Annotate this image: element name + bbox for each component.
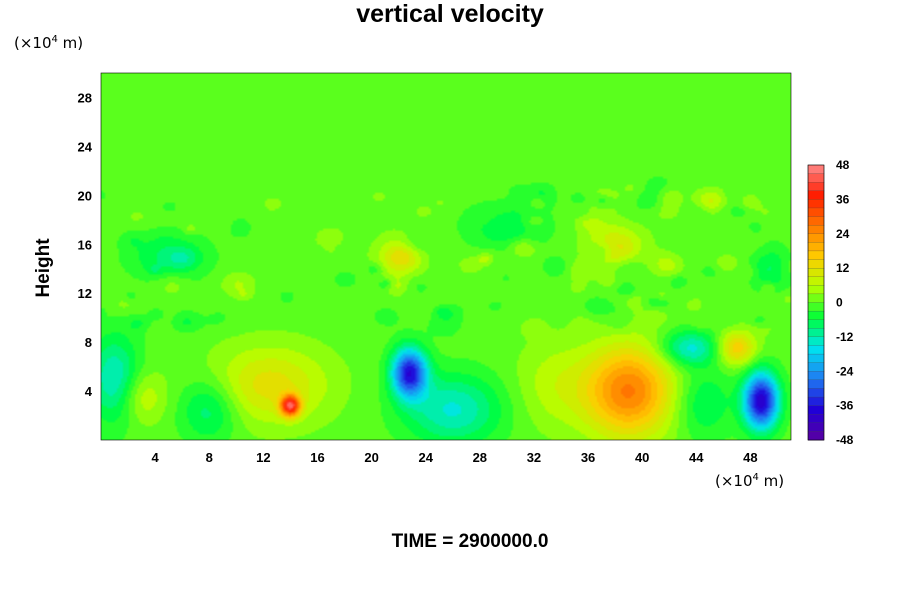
colorbar-segment — [807, 319, 825, 329]
colorbar-segment — [807, 414, 825, 424]
y-unit-label: (×104 m) — [14, 34, 84, 52]
colorbar-frame — [807, 164, 825, 441]
colorbar-tick-label: 0 — [836, 296, 843, 310]
colorbar-segment — [807, 285, 825, 295]
colorbar-segment — [807, 310, 825, 321]
colorbar-tick-label: 12 — [836, 261, 850, 275]
y-tick-label: 4 — [85, 384, 93, 399]
x-tick-label: 44 — [689, 450, 704, 465]
colorbar-segment — [807, 302, 825, 312]
colorbar-segment — [807, 388, 825, 398]
colorbar-segment — [807, 293, 825, 304]
time-label: TIME = 2900000.0 — [391, 531, 549, 552]
y-tick-label: 24 — [78, 139, 93, 154]
y-tick-label: 20 — [78, 188, 92, 203]
colorbar-segment — [807, 182, 825, 192]
colorbar-segment — [807, 259, 825, 269]
x-tick-label: 4 — [152, 450, 160, 465]
colorbar-segment — [807, 233, 825, 243]
colorbar-tick-labels: 48 36 24 12 0 -12 -24 -36 -48 — [836, 158, 854, 447]
colorbar-segment — [807, 276, 825, 286]
colorbar-tick-label: 48 — [836, 158, 850, 172]
colorbar-segment — [807, 199, 825, 209]
colorbar-segment — [807, 328, 825, 338]
y-tick-labels: 4 8 12 16 20 24 28 — [78, 90, 93, 399]
colorbar-segment — [807, 353, 825, 364]
colorbar-segment — [807, 242, 825, 252]
colorbar-segment — [807, 431, 825, 441]
colorbar-tick-label: -24 — [836, 364, 854, 378]
colorbar-segment — [807, 336, 825, 346]
x-unit-label: (×104 m) — [715, 472, 785, 490]
x-tick-label: 8 — [206, 450, 213, 465]
colorbar-segment — [807, 345, 825, 355]
x-tick-label: 36 — [581, 450, 595, 465]
x-tick-label: 20 — [364, 450, 378, 465]
x-tick-label: 12 — [256, 450, 270, 465]
colorbar-segment — [807, 379, 825, 389]
y-tick-label: 16 — [78, 237, 92, 252]
colorbar — [807, 164, 825, 441]
colorbar-segment — [807, 422, 825, 432]
x-tick-label: 16 — [310, 450, 324, 465]
colorbar-segment — [807, 396, 825, 407]
colorbar-tick-label: -48 — [836, 433, 854, 447]
x-tick-label: 48 — [743, 450, 757, 465]
colorbar-segment — [807, 405, 825, 415]
colorbar-segment — [807, 216, 825, 226]
colorbar-tick-label: 36 — [836, 192, 850, 206]
colorbar-tick-label: -36 — [836, 399, 854, 413]
colorbar-segment — [807, 371, 825, 381]
colorbar-tick-label: -12 — [836, 330, 854, 344]
x-tick-label: 28 — [473, 450, 487, 465]
y-tick-label: 12 — [78, 286, 92, 301]
colorbar-segment — [807, 268, 825, 278]
x-tick-label: 24 — [418, 450, 433, 465]
y-tick-label: 8 — [85, 335, 92, 350]
colorbar-tick-label: 24 — [836, 227, 850, 241]
chart-title: vertical velocity — [356, 0, 544, 28]
colorbar-segment — [807, 164, 825, 175]
colorbar-segment — [807, 173, 825, 183]
colorbar-segment — [807, 225, 825, 235]
x-tick-label: 40 — [635, 450, 649, 465]
x-tick-labels: 4 8 12 16 20 24 28 32 36 40 44 48 — [152, 450, 758, 465]
colorbar-segment — [807, 362, 825, 372]
plot-frame — [100, 72, 792, 441]
colorbar-segment — [807, 250, 825, 261]
colorbar-segment — [807, 207, 825, 218]
x-tick-label: 32 — [527, 450, 541, 465]
colorbar-segment — [807, 190, 825, 200]
y-tick-label: 28 — [78, 90, 92, 105]
heatmap-field — [101, 73, 791, 440]
